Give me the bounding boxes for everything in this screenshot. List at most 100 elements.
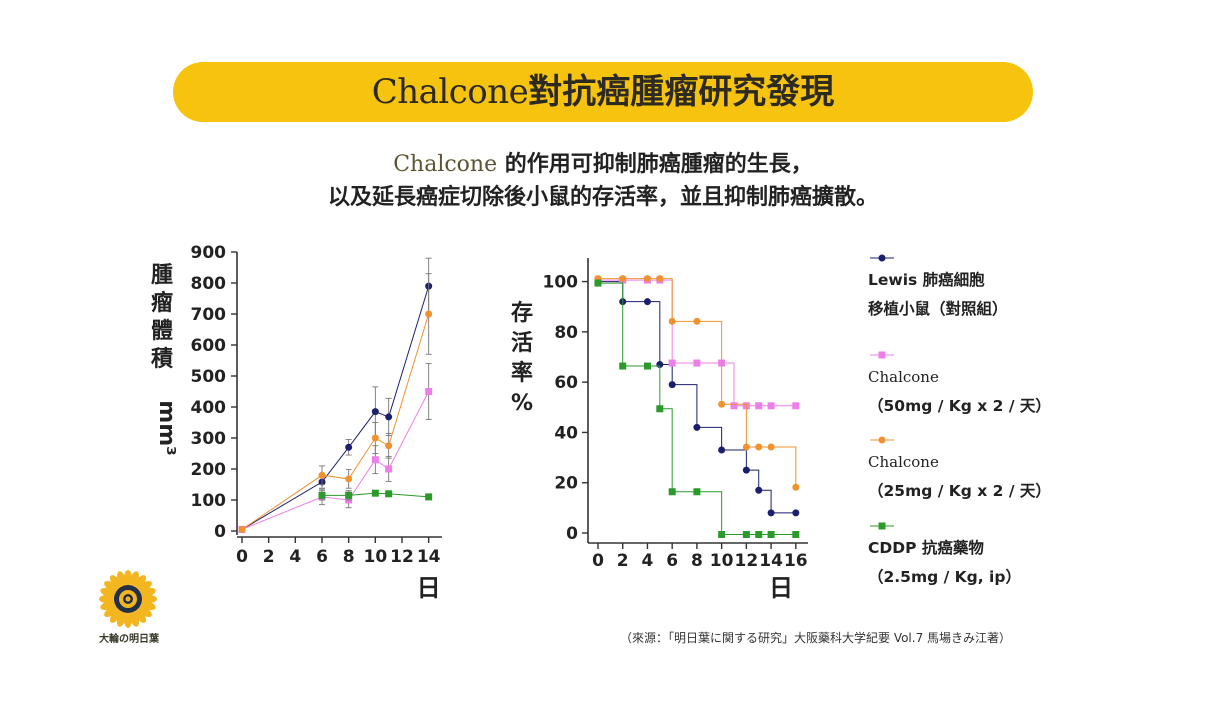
chart1-point-chalcone25 <box>238 525 246 533</box>
chart1-point-cddp <box>371 489 379 497</box>
chart2-point-control <box>755 486 763 494</box>
chart1-point-chalcone25 <box>385 442 393 450</box>
chart1-point-cddp <box>318 491 326 499</box>
chart1-xtick-label: 8 <box>343 547 355 567</box>
legend-marker-shape <box>878 351 886 359</box>
logo-petal <box>134 609 147 623</box>
chart2-xtick-label: 16 <box>784 551 808 571</box>
chart1-series-chalcone50 <box>238 363 433 533</box>
chart1-point-chalcone50 <box>371 456 379 464</box>
chart1-ylabel-char: 瘤 <box>151 290 173 316</box>
chart2-xtick-label: 14 <box>759 551 783 571</box>
chart1-xlabel: 日 <box>417 574 441 602</box>
chart2-series-chalcone25 <box>594 275 800 491</box>
logo-petal <box>134 575 147 589</box>
chart2-step-chalcone25 <box>598 278 797 488</box>
logo-petal <box>140 587 156 598</box>
chart2-point-cddp <box>767 531 775 538</box>
chart1-ytick-label: 700 <box>191 305 227 325</box>
legend-label-line: （2.5mg / Kg, ip） <box>868 568 1021 586</box>
subtitle-en: Chalcone <box>393 152 498 177</box>
chart1-point-chalcone25 <box>425 310 433 318</box>
chart2-xtick-label: 8 <box>691 551 703 571</box>
chart2-point-chalcone50 <box>755 402 763 410</box>
chart2-point-control <box>693 423 701 431</box>
chart2-point-cddp <box>619 362 627 370</box>
logo-petal <box>129 611 140 627</box>
logo-petal <box>138 605 152 618</box>
chart2-xlabel: 日 <box>769 574 793 602</box>
title-banner: Chalcone對抗癌腫瘤研究發現 <box>173 62 1033 122</box>
legend-label-line: （25mg / Kg x 2 / 天） <box>868 482 1051 500</box>
chart2-ylabel-char: % <box>511 391 533 416</box>
legend-marker-chalcone25 <box>870 436 894 444</box>
chart2-point-chalcone50 <box>767 402 775 410</box>
chart1-ylabel-char: 腫 <box>151 263 173 288</box>
legend-label-line: Lewis 肺癌細胞 <box>868 271 985 289</box>
chart1-ylabel-char: 積 <box>151 347 174 372</box>
chart2-point-control <box>767 509 775 517</box>
logo-caption: 大輪の明日葉 <box>99 634 159 645</box>
chart2-point-control <box>792 509 800 517</box>
chart2-point-cddp <box>742 531 750 538</box>
chart1-xtick-label: 6 <box>316 547 328 567</box>
chart1-ytick-label: 300 <box>191 429 227 449</box>
chart2-point-chalcone25 <box>619 275 627 283</box>
legend-marker-chalcone50 <box>870 351 894 359</box>
chart2-point-cddp <box>792 531 800 538</box>
chart1-ylabel-char: 體 <box>151 318 173 344</box>
chart2-point-cddp <box>718 531 726 538</box>
chart2-point-chalcone50 <box>693 359 701 367</box>
logo-petal <box>116 571 127 587</box>
chart1-line-control <box>241 285 430 530</box>
legend-marker-shape <box>878 254 886 262</box>
chart2-point-chalcone50 <box>730 402 738 410</box>
sunflower-icon <box>99 570 157 628</box>
chart1-xtick-label: 12 <box>390 547 414 567</box>
chart1-point-cddp <box>385 490 393 498</box>
legend-marker-control <box>870 254 894 262</box>
subtitle-line-1: Chalcone 的作用可抑制肺癌腫瘤的生長， <box>0 146 1206 178</box>
chart2-point-chalcone25 <box>792 483 800 491</box>
chart2-point-control <box>718 446 726 454</box>
source-citation: （來源：「明日葉に関する研究」大阪藥科大学紀要 Vol.7 馬場きみ江著） <box>620 631 1012 645</box>
chart2-ylabel-char: 存 <box>511 300 533 326</box>
chart1-point-chalcone25 <box>345 475 353 483</box>
chart1-xtick-label: 2 <box>263 547 275 567</box>
chart2-series <box>594 275 800 538</box>
chart1-line-chalcone50 <box>241 391 430 530</box>
chart2-ytick-label: 100 <box>543 273 579 293</box>
chart2-point-control <box>668 381 676 389</box>
legend-marker-cddp <box>870 522 894 530</box>
chart1-ytick-label: 200 <box>191 460 227 480</box>
chart1-series <box>238 257 433 533</box>
chart1-series-chalcone25 <box>238 273 433 533</box>
chart2-ylabel: 存活率% <box>511 300 533 416</box>
chart2-ytick-label: 80 <box>554 323 578 343</box>
legend-marker-shape <box>878 436 886 444</box>
chart2-ytick-label: 60 <box>554 373 578 393</box>
chart2-ylabel-char: 率 <box>511 360 533 386</box>
chart1-point-chalcone25 <box>371 434 379 442</box>
chart2-series-cddp <box>594 279 800 538</box>
chart1-ytick-label: 400 <box>191 398 227 418</box>
chart2-point-chalcone25 <box>656 275 664 283</box>
chart2-point-cddp <box>668 488 676 496</box>
legend-label-line: Chalcone <box>868 453 939 471</box>
subtitle-line-2: 以及延長癌症切除後小鼠的存活率，並且抑制肺癌擴散。 <box>327 185 878 210</box>
chart1-point-control <box>371 408 379 416</box>
chart1-ytick-label: 500 <box>191 367 227 387</box>
logo-petal <box>104 605 118 618</box>
logo-petal <box>109 609 122 623</box>
chart1-xtick-label: 4 <box>289 547 301 567</box>
chart2-xtick-label: 4 <box>642 551 654 571</box>
chart1-xtick-label: 10 <box>363 547 387 567</box>
chart1-point-chalcone25 <box>318 471 326 479</box>
chart1-ytick-label: 100 <box>191 491 227 511</box>
chart2-point-chalcone25 <box>718 400 726 408</box>
chart2-point-cddp <box>755 531 763 538</box>
chart2-step-control <box>598 281 796 514</box>
logo-petal <box>104 580 118 593</box>
